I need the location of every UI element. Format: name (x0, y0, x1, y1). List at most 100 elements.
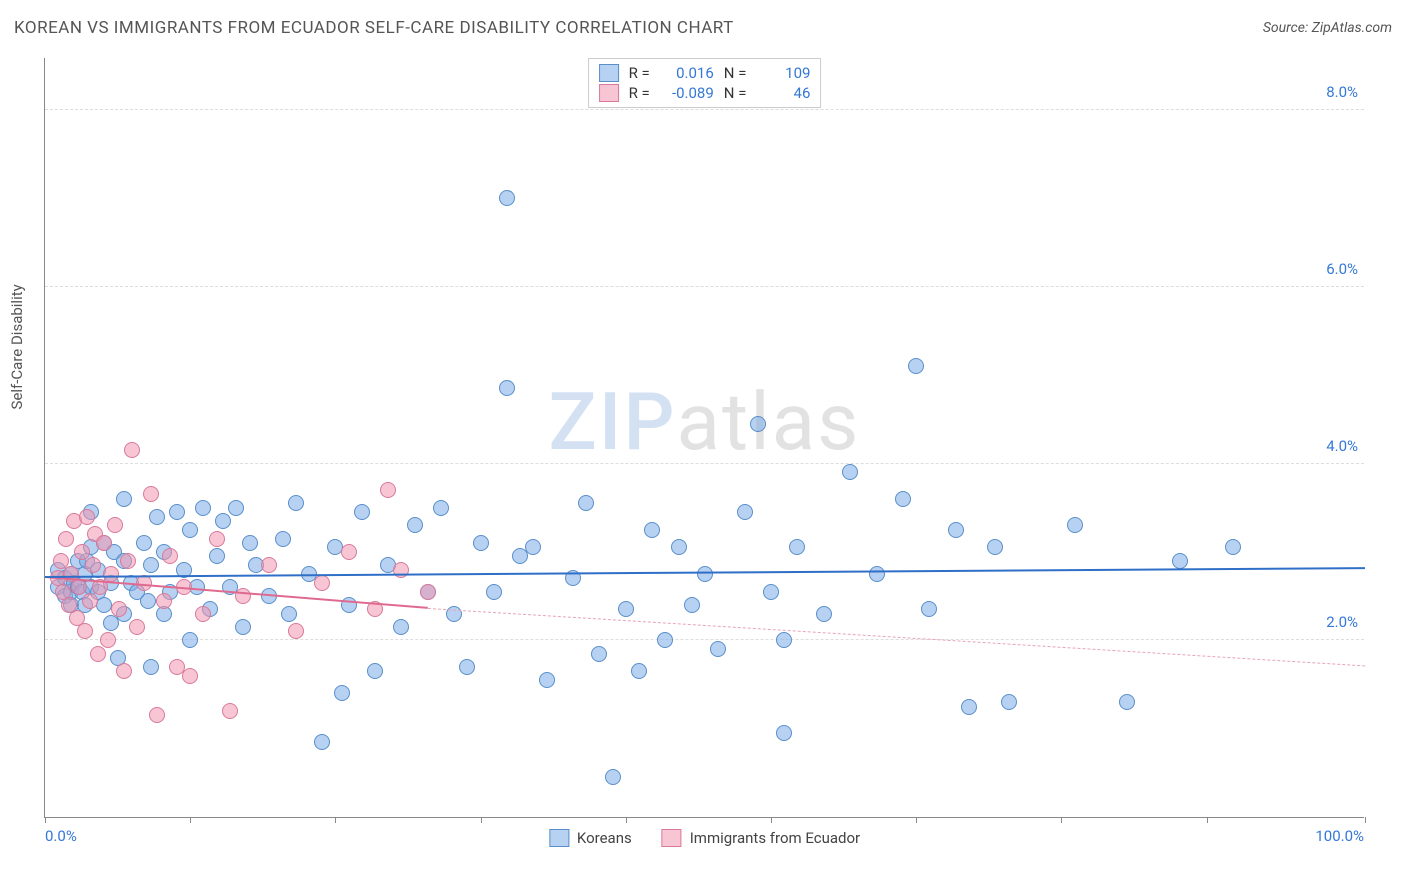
data-point (100, 632, 116, 648)
data-point (79, 509, 95, 525)
data-point (407, 517, 423, 533)
data-point (354, 504, 370, 520)
data-point (162, 548, 178, 564)
data-point (1119, 694, 1135, 710)
grid-line (45, 463, 1364, 464)
data-point (446, 606, 462, 622)
chart-title: KOREAN VS IMMIGRANTS FROM ECUADOR SELF-C… (14, 18, 734, 38)
stat-r-label-1: R = (629, 84, 650, 102)
x-tick (335, 817, 336, 823)
data-point (525, 539, 541, 555)
data-point (961, 699, 977, 715)
data-point (111, 601, 127, 617)
data-point (591, 646, 607, 662)
trend-line (428, 608, 1365, 666)
data-point (149, 707, 165, 723)
data-point (684, 597, 700, 613)
stat-r-value-1: -0.089 (660, 84, 714, 102)
data-point (182, 522, 198, 538)
data-point (143, 659, 159, 675)
data-point (618, 601, 634, 617)
data-point (140, 593, 156, 609)
data-point (1172, 553, 1188, 569)
x-tick (1207, 817, 1208, 823)
data-point (58, 531, 74, 547)
data-point (235, 588, 251, 604)
swatch-series-0 (599, 64, 619, 82)
x-tick (771, 817, 772, 823)
x-tick (626, 817, 627, 823)
x-axis-max-label: 100.0% (1315, 827, 1364, 845)
data-point (393, 619, 409, 635)
data-point (281, 606, 297, 622)
y-tick-label: 6.0% (1326, 260, 1358, 278)
watermark-zip: ZIP (549, 375, 677, 469)
data-point (697, 566, 713, 582)
y-tick-label: 8.0% (1326, 83, 1358, 101)
data-point (433, 500, 449, 516)
grid-line (45, 109, 1364, 110)
x-tick (481, 817, 482, 823)
stat-n-value-1: 46 (756, 84, 810, 102)
data-point (750, 416, 766, 432)
legend-item-0: Koreans (549, 829, 632, 847)
x-tick (1365, 817, 1366, 823)
data-point (578, 495, 594, 511)
data-point (987, 539, 1003, 555)
data-point (631, 663, 647, 679)
data-point (314, 734, 330, 750)
data-point (90, 646, 106, 662)
data-point (367, 663, 383, 679)
data-point (763, 584, 779, 600)
stat-n-value-0: 109 (756, 64, 810, 82)
data-point (499, 190, 515, 206)
data-point (182, 632, 198, 648)
data-point (215, 513, 231, 529)
watermark-atlas: atlas (677, 375, 861, 469)
data-point (605, 769, 621, 785)
data-point (420, 584, 436, 600)
data-point (380, 482, 396, 498)
grid-line (45, 286, 1364, 287)
data-point (776, 632, 792, 648)
legend-label-0: Koreans (577, 829, 632, 847)
swatch-series-1 (599, 84, 619, 102)
data-point (143, 557, 159, 573)
scatter-plot-area: ZIPatlas Self-Care Disability R = 0.016 … (44, 58, 1364, 818)
data-point (921, 601, 937, 617)
stats-legend-box: R = 0.016 N = 109 R = -0.089 N = 46 (588, 58, 822, 108)
data-point (116, 491, 132, 507)
data-point (242, 535, 258, 551)
x-axis-min-label: 0.0% (45, 827, 77, 845)
data-point (107, 517, 123, 533)
data-point (103, 566, 119, 582)
data-point (1067, 517, 1083, 533)
stat-n-label-0: N = (724, 64, 747, 82)
data-point (261, 557, 277, 573)
legend-label-1: Immigrants from Ecuador (690, 829, 860, 847)
data-point (842, 464, 858, 480)
y-axis-label: Self-Care Disability (8, 284, 26, 409)
data-point (85, 557, 101, 573)
y-tick-label: 2.0% (1326, 613, 1358, 631)
data-point (288, 495, 304, 511)
data-point (869, 566, 885, 582)
title-bar: KOREAN VS IMMIGRANTS FROM ECUADOR SELF-C… (14, 18, 1392, 38)
data-point (1001, 694, 1017, 710)
data-point (228, 500, 244, 516)
x-tick (190, 817, 191, 823)
x-tick (916, 817, 917, 823)
stat-r-label-0: R = (629, 64, 650, 82)
stat-n-label-1: N = (724, 84, 747, 102)
data-point (96, 597, 112, 613)
data-point (156, 593, 172, 609)
data-point (908, 358, 924, 374)
legend-swatch-1 (662, 829, 682, 847)
x-tick (1061, 817, 1062, 823)
data-point (96, 535, 112, 551)
data-point (539, 672, 555, 688)
data-point (816, 606, 832, 622)
legend-swatch-0 (549, 829, 569, 847)
data-point (222, 703, 238, 719)
data-point (169, 504, 185, 520)
